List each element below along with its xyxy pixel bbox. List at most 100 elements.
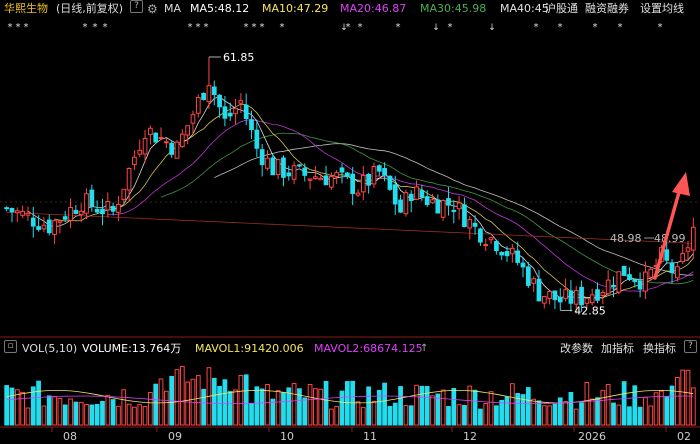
candle-body (600, 292, 606, 296)
volume-bar (344, 381, 350, 426)
candle-body (78, 210, 84, 215)
ma-lines (6, 96, 694, 299)
volume-bar (36, 380, 41, 426)
add-indicator-button[interactable]: 加指标 (601, 342, 634, 355)
candle-body (84, 193, 89, 214)
candle-body (478, 228, 483, 243)
volume-bar (41, 405, 47, 426)
vol-label: VOL(5,10) (22, 342, 78, 355)
candle-body (557, 296, 563, 303)
candle-body (206, 85, 212, 103)
candle (563, 278, 568, 302)
volume-value: VOLUME:13.764万 (82, 342, 182, 355)
event-marker: * (16, 22, 21, 33)
event-down-marker: ↓ (432, 23, 440, 33)
change-params-button[interactable]: 改参数 (560, 342, 593, 355)
chart-mode[interactable]: (日线,前复权) (56, 2, 124, 15)
event-marker: * (8, 22, 13, 33)
candle (73, 205, 79, 215)
candle-body (499, 251, 505, 256)
event-marker: * (260, 22, 265, 33)
event-marker: * (188, 22, 193, 33)
volume-header: ▫ VOL(5,10) VOLUME:13.764万 MAVOL1:91420.… (0, 340, 700, 358)
volume-bar (536, 400, 542, 426)
candle-body (291, 165, 297, 180)
event-marker: * (93, 22, 98, 33)
candle (669, 259, 675, 284)
volume-bar (504, 396, 510, 426)
volume-collapse-icon[interactable]: ▫ (4, 340, 17, 353)
link-hgt[interactable]: 沪股通 (545, 2, 578, 15)
candle (557, 288, 563, 311)
volume-bar (334, 406, 340, 426)
link-set-ma[interactable]: 设置均线 (640, 2, 684, 15)
volume-bar (621, 381, 627, 426)
gear-icon[interactable]: ⚙ (147, 2, 158, 16)
candle (36, 215, 41, 232)
volume-bar (376, 389, 382, 426)
volume-help-icon[interactable]: ? (684, 340, 697, 353)
volume-bar (30, 386, 36, 426)
candle (568, 280, 574, 312)
candle (483, 238, 489, 252)
candle (408, 190, 414, 213)
volume-bar (440, 389, 446, 426)
volume-bar (509, 383, 515, 426)
candle (249, 110, 254, 139)
annotations: 61.85 42.85 48.98 48.99 (208, 51, 690, 317)
candle-body (435, 199, 441, 214)
volume-bar (270, 398, 276, 426)
event-marker: * (448, 22, 453, 33)
link-rzrq[interactable]: 融资融券 (585, 2, 629, 15)
candle-body (179, 133, 185, 148)
x-tick-label: 08 (63, 430, 77, 443)
candle (600, 289, 606, 305)
candle-body (472, 222, 478, 227)
stock-name[interactable]: 华熙生物 (4, 2, 48, 15)
mavol2-value: MAVOL2:68674.125 (314, 342, 423, 355)
candle (515, 241, 521, 266)
volume-bar (573, 408, 579, 426)
candle (270, 154, 276, 176)
candle (637, 272, 643, 298)
candle-body (169, 142, 175, 155)
candle-body (190, 114, 196, 124)
candle-body (249, 119, 254, 131)
candle-body (297, 164, 302, 167)
candle-body (132, 156, 137, 166)
candle (132, 150, 137, 171)
candle-body (525, 266, 531, 286)
help-icon[interactable]: ? (130, 0, 143, 13)
volume-bar (233, 389, 238, 426)
candle-body (110, 206, 116, 212)
candle (456, 196, 462, 220)
volume-bar (387, 406, 393, 426)
pin-icon[interactable]: ↑ (420, 343, 429, 354)
candle (520, 257, 526, 278)
candle (259, 144, 265, 177)
candle (462, 197, 467, 228)
volume-bar (25, 407, 31, 426)
volume-bar (249, 403, 254, 426)
volume-bar (94, 404, 100, 426)
volume-bar (360, 407, 366, 426)
candle (680, 244, 686, 265)
event-marker: * (618, 22, 623, 33)
candle (174, 140, 180, 159)
candles (4, 57, 696, 314)
switch-indicator-button[interactable]: 换指标 (643, 342, 676, 355)
candle-body (201, 92, 206, 101)
candle-body (94, 208, 100, 213)
candle-body (46, 219, 52, 234)
candle (579, 280, 584, 312)
volume-bar (297, 388, 302, 426)
candle-body (195, 96, 201, 114)
candle (14, 207, 20, 223)
volume-bar (547, 405, 552, 426)
volume-bar (690, 387, 696, 426)
candle-body (392, 184, 398, 205)
candle-body (350, 173, 356, 194)
candle-body (4, 207, 10, 210)
